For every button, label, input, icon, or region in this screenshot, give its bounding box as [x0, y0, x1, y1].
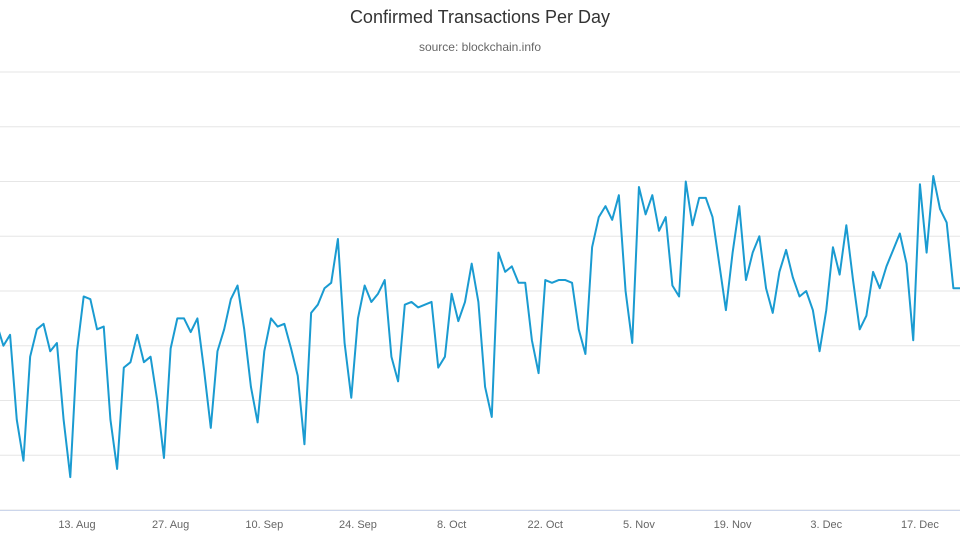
x-tick-label: 22. Oct	[528, 519, 563, 531]
x-tick-label: 24. Sep	[339, 519, 377, 531]
x-tick-label: 8. Oct	[437, 519, 466, 531]
chart-subtitle: source: blockchain.info	[419, 40, 541, 54]
x-tick-label: 10. Sep	[245, 519, 283, 531]
x-tick-label: 13. Aug	[58, 519, 95, 531]
x-tick-label: 27. Aug	[152, 519, 189, 531]
x-tick-label: 5. Nov	[623, 519, 655, 531]
chart-title: Confirmed Transactions Per Day	[350, 7, 610, 27]
x-tick-label: 3. Dec	[810, 519, 842, 531]
data-line	[0, 175, 960, 479]
x-tick-label: 17. Dec	[901, 519, 939, 531]
x-tick-label: 19. Nov	[714, 519, 752, 531]
